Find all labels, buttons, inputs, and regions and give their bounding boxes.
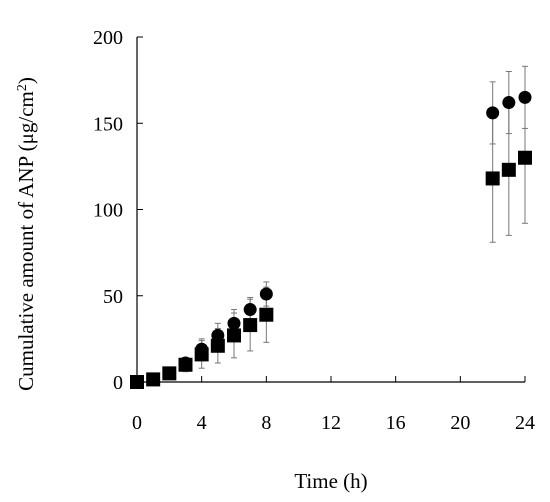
data-point-square-3 bbox=[178, 357, 193, 372]
y-axis: 0 50 100 150 200 bbox=[93, 27, 143, 394]
x-tick-label-24: 24 bbox=[515, 412, 535, 434]
data-point-square-7 bbox=[243, 318, 258, 333]
y-tick-label-50: 50 bbox=[103, 286, 123, 308]
data-point-square-1 bbox=[146, 372, 161, 387]
y-tick-label-200: 200 bbox=[93, 27, 123, 49]
data-point-square-2 bbox=[162, 366, 177, 381]
y-ticks: 0 50 100 150 200 bbox=[93, 27, 143, 394]
y-tick-label-150: 150 bbox=[93, 113, 123, 135]
y-axis-title: Cumulative amount of ANP (μg/cm2) bbox=[14, 77, 38, 391]
data-point-circle-10 bbox=[502, 96, 516, 110]
y-tick-label-100: 100 bbox=[93, 200, 123, 222]
data-point-circle-5 bbox=[211, 328, 225, 342]
data-point-circle-9 bbox=[486, 106, 500, 120]
data-point-square-9 bbox=[485, 171, 500, 186]
data-point-square-0 bbox=[130, 375, 144, 389]
x-tick-label-12: 12 bbox=[321, 412, 341, 434]
x-axis-title: Time (h) bbox=[294, 469, 367, 493]
x-ticks: 0 4 8 12 16 20 24 bbox=[132, 376, 535, 434]
data-point-square-10 bbox=[501, 162, 516, 177]
x-tick-label-16: 16 bbox=[386, 412, 406, 434]
data-point-circle-7 bbox=[243, 303, 257, 317]
data-point-square-8 bbox=[259, 307, 274, 322]
y-axis-title-end: ) bbox=[14, 77, 38, 84]
y-axis-title-superscript: 2 bbox=[15, 84, 30, 91]
data-points bbox=[130, 90, 532, 389]
y-tick-label-0: 0 bbox=[113, 372, 123, 394]
error-bars bbox=[150, 65, 528, 382]
x-axis: 0 4 8 12 16 20 24 bbox=[132, 376, 535, 434]
y-axis-title-main: Cumulative amount of ANP (μg/cm bbox=[14, 91, 38, 391]
x-tick-label-4: 4 bbox=[197, 412, 207, 434]
data-point-circle-8 bbox=[259, 287, 273, 301]
x-tick-label-20: 20 bbox=[450, 412, 470, 434]
data-point-square-4 bbox=[194, 347, 209, 362]
data-point-square-11 bbox=[518, 150, 532, 165]
data-point-square-5 bbox=[210, 338, 225, 353]
x-tick-label-8: 8 bbox=[261, 412, 271, 434]
data-point-circle-6 bbox=[227, 316, 241, 330]
data-point-circle-11 bbox=[518, 90, 532, 104]
x-tick-label-0: 0 bbox=[132, 412, 142, 434]
data-point-square-6 bbox=[227, 328, 241, 343]
